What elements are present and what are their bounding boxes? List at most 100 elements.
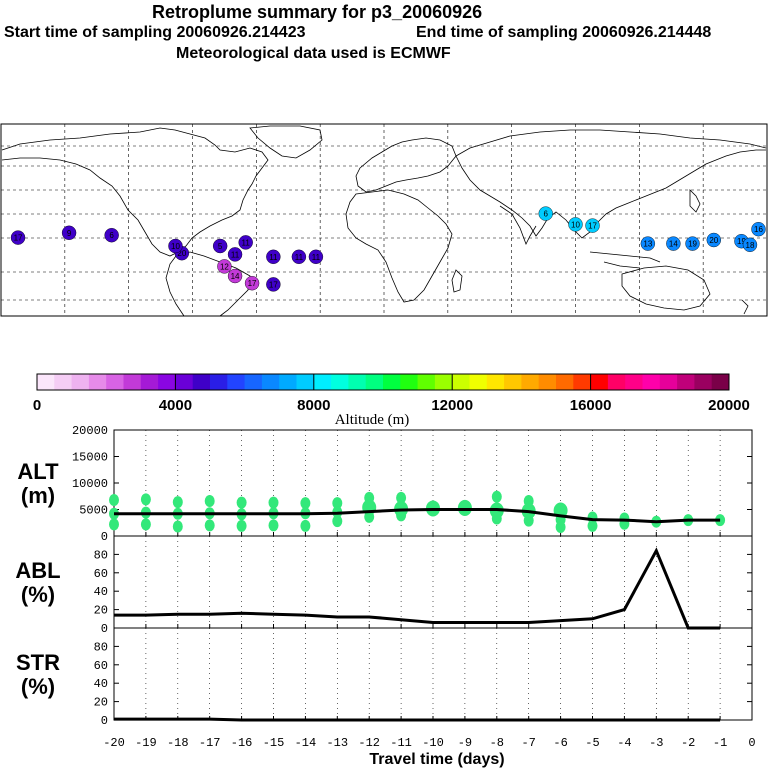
colorbar-tick-label: 8000 [297, 397, 330, 414]
greenland-outline [249, 125, 323, 159]
map-plume-label: 11 [269, 253, 278, 262]
colorbar: 0 4000 8000 12000 16000 20000 Altitude (m) [33, 373, 750, 428]
map-plume-label: 18 [746, 241, 755, 250]
map-plume-label: 16 [754, 225, 763, 234]
abl-line [114, 547, 721, 630]
panel-abl: 0 20 40 60 80 ABL(%) [15, 535, 753, 636]
map-plume-dot [568, 217, 583, 232]
colorbar-cell [677, 374, 695, 390]
colorbar-tick-label: 0 [33, 397, 41, 414]
colorbar-cell [106, 374, 124, 390]
colorbar-cell [590, 374, 609, 390]
colorbar-cell [192, 374, 211, 390]
y-tick-label: 10000 [72, 477, 108, 491]
start-time: Start time of sampling 20060926.214423 [4, 24, 306, 41]
alt-point [172, 496, 183, 509]
x-tick-label: -9 [458, 736, 472, 750]
india-outline [499, 205, 537, 245]
y-tick-label: 40 [94, 585, 108, 599]
colorbar-cell [711, 374, 730, 390]
colorbar-cell [71, 374, 90, 390]
map-plume-dot [266, 249, 281, 264]
colorbar-tick-label: 4000 [159, 397, 192, 414]
x-tick-label: -12 [358, 736, 380, 750]
alt-point [396, 491, 407, 504]
australia-outline [621, 265, 711, 311]
alt-point [300, 519, 311, 532]
map-plume-dot [685, 236, 700, 251]
colorbar-cell [521, 374, 540, 390]
map-plume-dot [538, 206, 553, 221]
map-plume-dot [61, 225, 77, 241]
map-plume-label: 17 [248, 279, 257, 288]
map-plume-dot [10, 230, 26, 245]
alt-point [109, 518, 119, 531]
colorbar-cell [538, 374, 557, 390]
alt-point [268, 496, 279, 509]
map-plume-label: 10 [171, 242, 180, 251]
map-plume-label: 19 [688, 240, 697, 249]
alt-point [457, 499, 472, 516]
colorbar-cell [694, 374, 713, 390]
x-tick-label: -18 [167, 736, 189, 750]
map-plume-label: 11 [231, 250, 240, 259]
alt-point [204, 519, 215, 532]
map-plume-label: 17 [269, 280, 278, 289]
map-plume-dot [217, 259, 232, 274]
y-tick-label: 20 [94, 604, 108, 618]
colorbar-cell [417, 374, 436, 390]
colorbar-cell [642, 374, 661, 390]
alt-point [268, 519, 279, 532]
map-plume-label: 11 [295, 253, 304, 262]
map-plume-dot [308, 249, 324, 264]
colorbar-cell [625, 374, 643, 390]
x-tick-label: -2 [681, 736, 695, 750]
map-plume-label: 20 [709, 236, 718, 245]
y-axis-title-abl: ABL [15, 558, 60, 583]
x-tick-label: -20 [103, 736, 125, 750]
y-tick-label: 40 [94, 677, 108, 691]
map-plume-dot [266, 277, 281, 292]
colorbar-cell [175, 374, 194, 390]
continent-outlines [1, 125, 767, 317]
colorbar-cell [158, 374, 176, 390]
x-tick-label: -14 [295, 736, 317, 750]
x-tick-label: -5 [585, 736, 599, 750]
colorbar-cells [37, 374, 730, 390]
x-tick-label: -7 [521, 736, 535, 750]
map-plume-label: 20 [177, 249, 186, 258]
x-tick-label: -19 [135, 736, 157, 750]
map-plume-dot [666, 236, 681, 251]
colorbar-cell [607, 374, 626, 390]
colorbar-label: Altitude (m) [335, 412, 410, 428]
x-tick-label: -8 [490, 736, 504, 750]
y-tick-label: 60 [94, 567, 108, 581]
colorbar-cell [659, 374, 678, 390]
colorbar-cell [383, 374, 401, 390]
alt-point [396, 509, 407, 522]
map-gridlines [1, 124, 767, 316]
japan-outline [689, 189, 701, 213]
y-axis-title-str: STR [16, 650, 60, 675]
map-plume-dot [291, 249, 307, 264]
colorbar-cell [400, 374, 418, 390]
colorbar-cell [37, 374, 55, 390]
map-plume-label: 13 [643, 240, 652, 249]
colorbar-cell [331, 374, 349, 390]
colorbar-cell [279, 374, 297, 390]
y-axis-title-alt: ALT [17, 459, 59, 484]
map-plume-dot [238, 235, 253, 250]
map-plume-label: 12 [220, 262, 229, 271]
colorbar-tick-label: 12000 [431, 397, 473, 414]
y-tick-label: 0 [101, 530, 108, 544]
alt-point [523, 514, 534, 527]
colorbar-ticks: 0 4000 8000 12000 16000 20000 [33, 374, 750, 414]
alt-point [491, 490, 502, 503]
map-plume-label: 17 [14, 234, 23, 243]
y-tick-label: 20 [94, 696, 108, 710]
x-axis-label: Travel time (days) [369, 751, 504, 768]
alt-point [204, 495, 215, 508]
north-america-outline [1, 127, 269, 257]
end-time: End time of sampling 20060926.214448 [416, 24, 712, 41]
